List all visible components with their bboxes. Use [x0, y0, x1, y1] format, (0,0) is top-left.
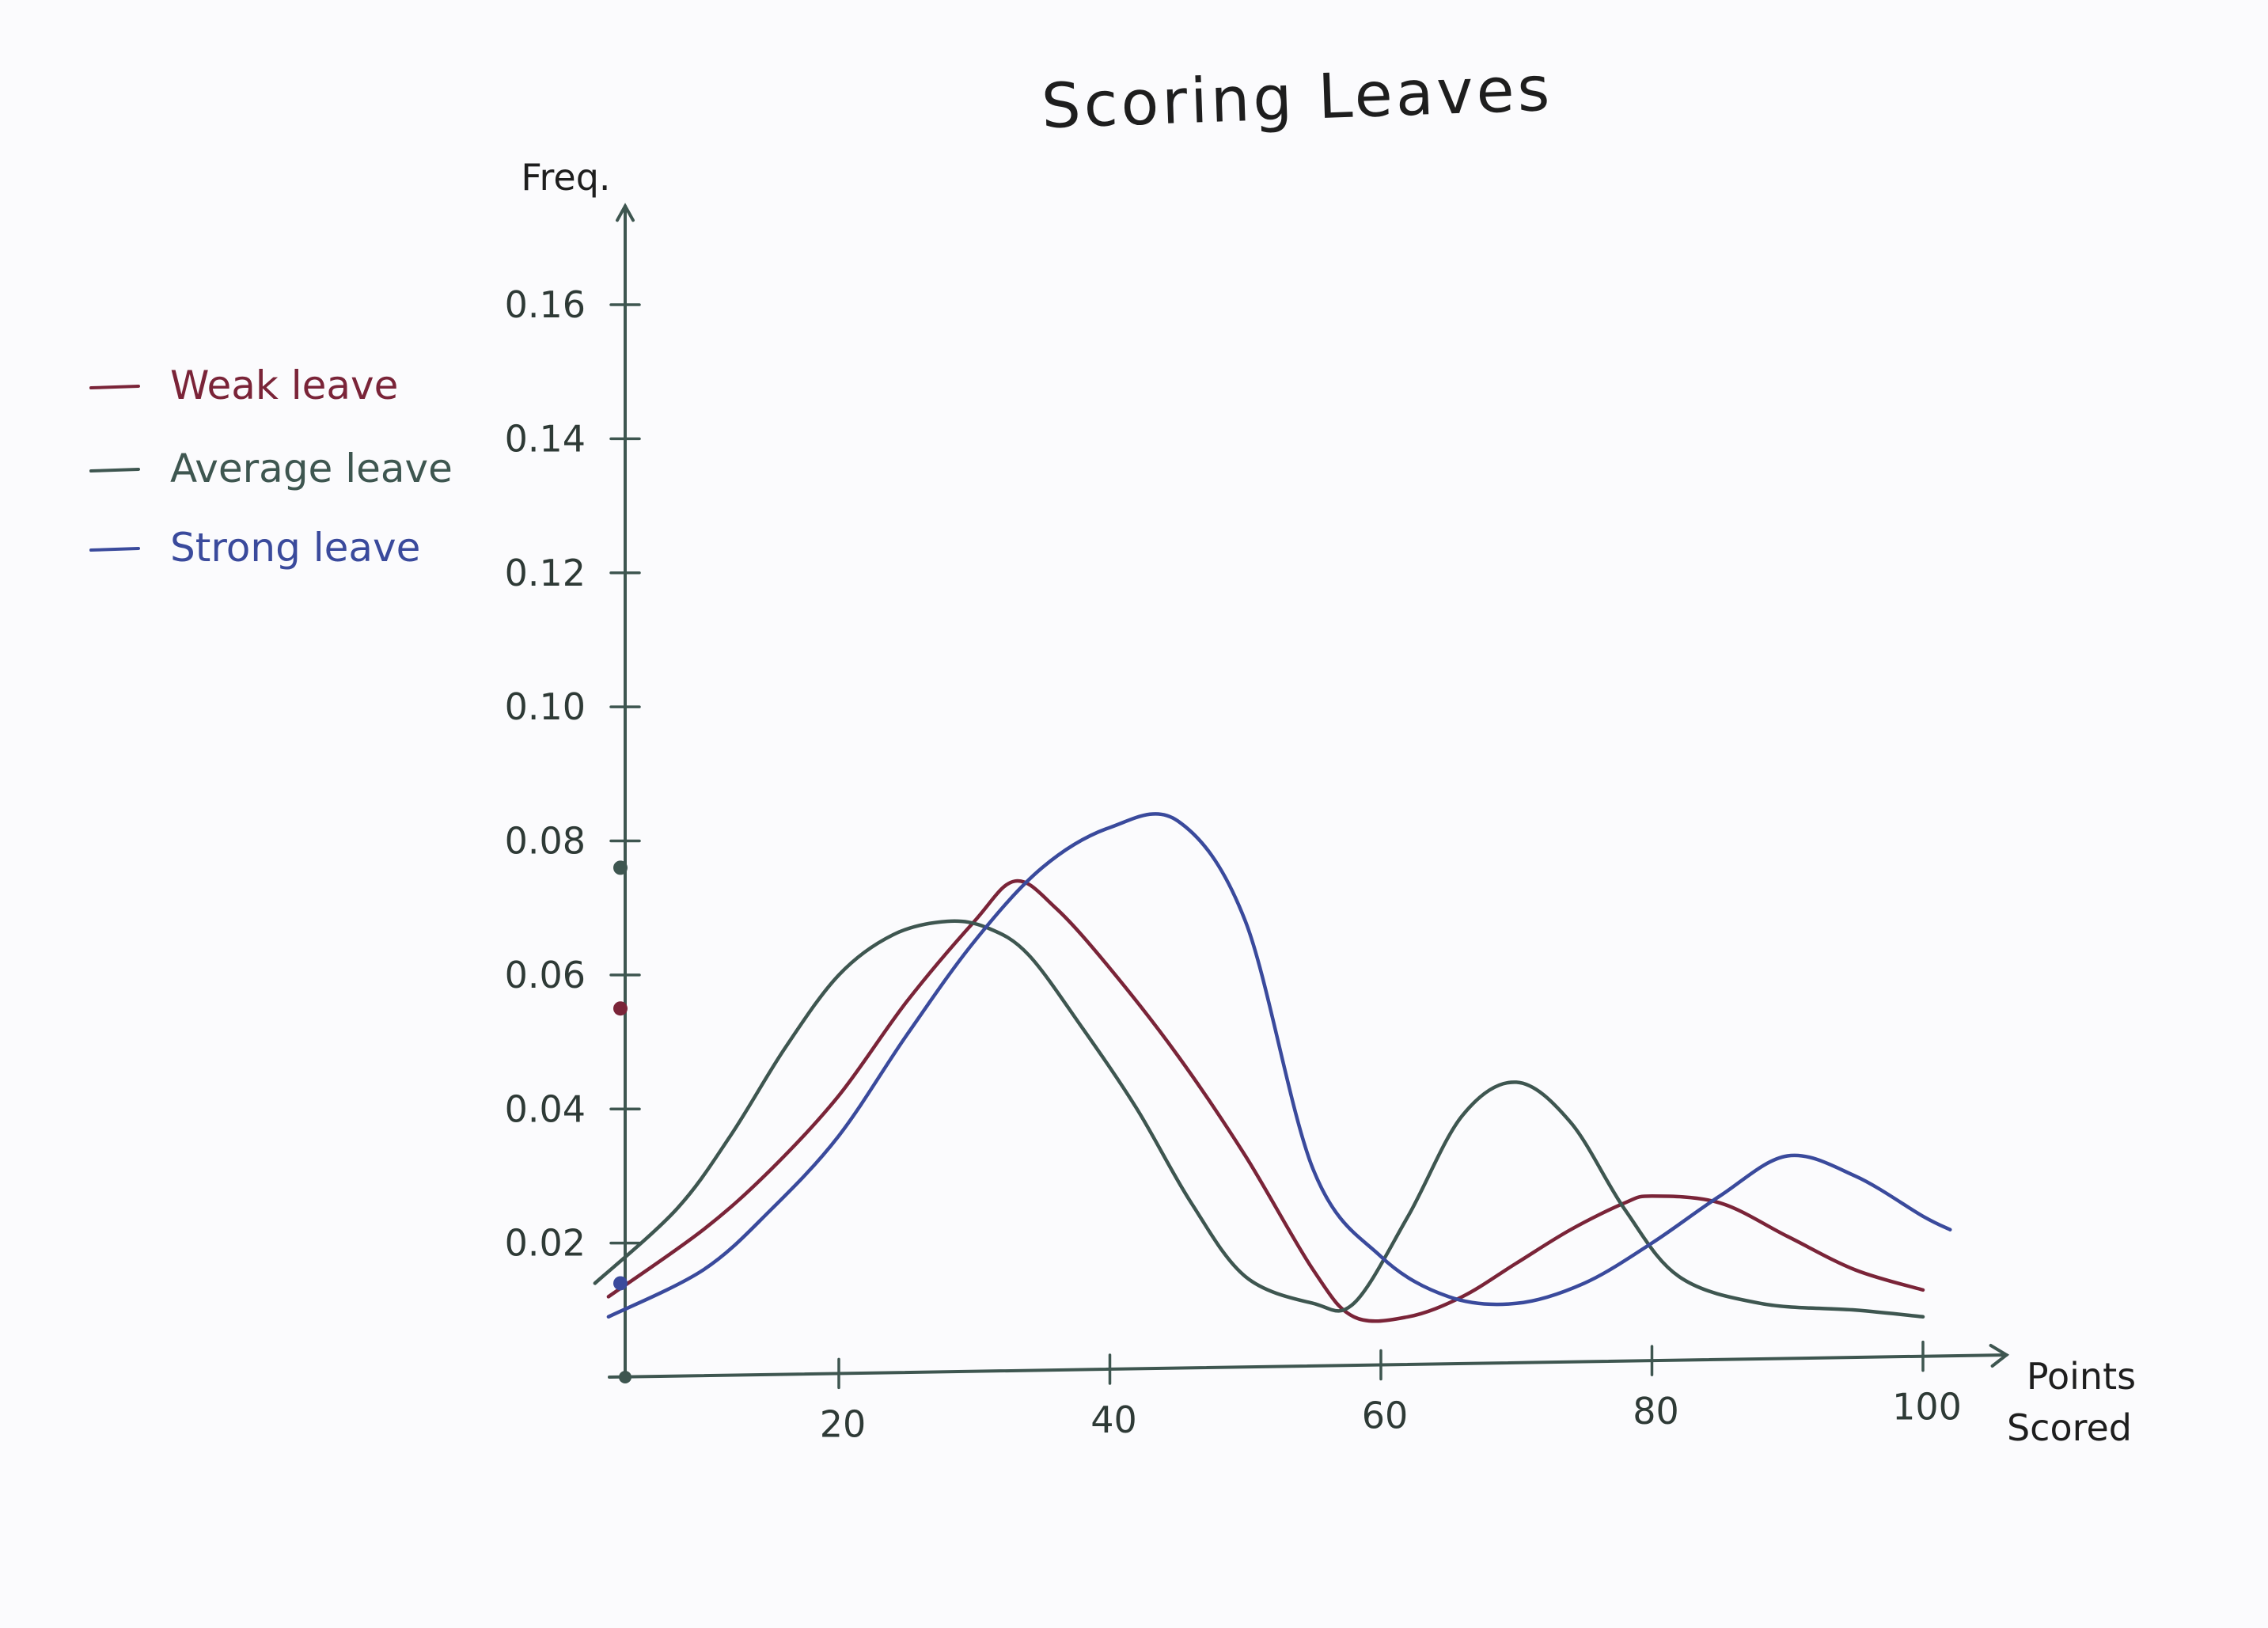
series-line-weak-leave [606, 879, 1925, 1323]
axis-marker-dot [613, 1001, 628, 1016]
x-axis-line [608, 1353, 2008, 1379]
x-tick-label: 80 [1633, 1390, 1679, 1433]
series-lines [593, 812, 1952, 1323]
y-tick-label: 0.04 [505, 1087, 586, 1130]
x-axis-label-line-1: Points [2027, 1355, 2136, 1398]
ticks: 0.02 0.04 0.06 0.08 0.10 0.12 0.14 0.16 20 40 60 80… [505, 283, 1962, 1445]
y-tick-label: 0.10 [505, 685, 586, 728]
x-tick-label: 60 [1362, 1395, 1409, 1437]
x-tick-label: 40 [1090, 1398, 1137, 1441]
legend-label: Average leave [170, 446, 453, 491]
x-tick-label: 20 [820, 1402, 867, 1445]
series-line-strong-leave [606, 812, 1952, 1319]
y-axis-label: Freq. [521, 156, 610, 199]
legend-swatch [89, 468, 140, 472]
legend-label: Weak leave [170, 362, 398, 408]
x-axis-label-line-2: Scored [2007, 1406, 2132, 1449]
axis-marker-dot [613, 860, 628, 875]
axes [608, 203, 2010, 1383]
origin-dot [619, 1371, 631, 1383]
x-tick-label: 100 [1892, 1386, 1962, 1429]
y-tick-label: 0.14 [505, 417, 586, 460]
axis-marker-dot [613, 1276, 628, 1291]
axis-markers [613, 860, 628, 1291]
y-tick-label: 0.12 [505, 552, 586, 594]
y-tick-label: 0.16 [505, 283, 586, 326]
series-line-average-leave [593, 919, 1925, 1319]
legend-swatch [89, 385, 140, 389]
y-tick-label: 0.02 [505, 1222, 586, 1265]
y-tick-label: 0.08 [505, 820, 586, 863]
y-axis-arrow [616, 203, 635, 222]
legend-swatch [89, 547, 140, 552]
x-axis-arrow [1989, 1344, 2010, 1368]
legend: Weak leave Average leave Strong leave [89, 362, 453, 571]
y-tick-label: 0.06 [505, 954, 586, 996]
legend-label: Strong leave [170, 525, 420, 571]
